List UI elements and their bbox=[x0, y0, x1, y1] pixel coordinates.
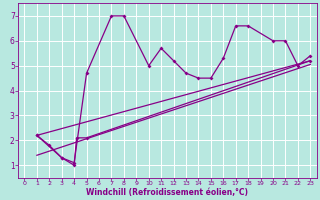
X-axis label: Windchill (Refroidissement éolien,°C): Windchill (Refroidissement éolien,°C) bbox=[86, 188, 248, 197]
